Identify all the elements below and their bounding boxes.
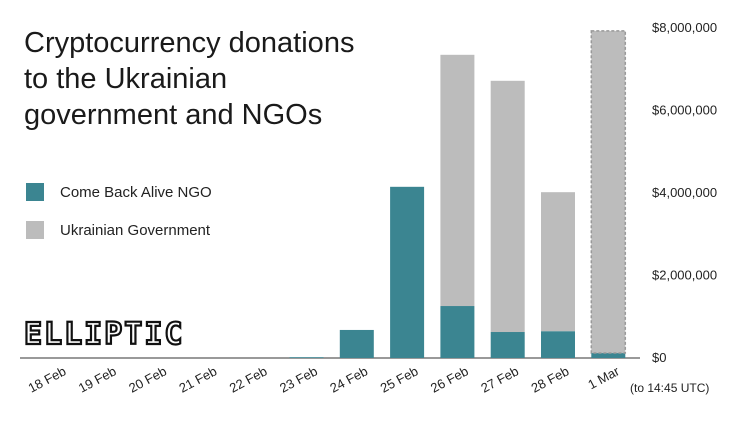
legend-label: Come Back Alive NGO <box>60 184 212 201</box>
y-tick-label: $4,000,000 <box>652 185 717 200</box>
x-tick-label: 25 Feb <box>378 363 421 395</box>
bar-segment <box>440 306 475 358</box>
y-tick-label: $0 <box>652 350 666 365</box>
y-tick-label: $6,000,000 <box>652 103 717 118</box>
x-tick-label: 19 Feb <box>76 363 119 395</box>
bar-segment <box>541 192 575 332</box>
chart-title: to the Ukrainian <box>24 63 227 95</box>
bar-segment <box>390 186 425 358</box>
y-tick-label: $8,000,000 <box>652 20 717 35</box>
legend-swatch <box>26 183 44 201</box>
x-tick-label: 20 Feb <box>126 363 169 395</box>
bar-segment <box>590 30 627 354</box>
legend-label: Ukrainian Government <box>60 222 211 239</box>
chart-title: Cryptocurrency donations <box>24 27 354 59</box>
x-tick-label: 24 Feb <box>327 363 370 395</box>
x-tick-label: 26 Feb <box>428 363 471 395</box>
bar-segment <box>289 357 324 358</box>
x-tick-label: 23 Feb <box>277 363 320 395</box>
legend-swatch <box>26 221 44 239</box>
x-tick-label: 18 Feb <box>26 363 69 395</box>
x-tick-label: 21 Feb <box>177 363 220 395</box>
bar-segment <box>339 329 374 358</box>
bar-segment <box>591 353 626 358</box>
x-tick-label: 1 Mar <box>585 363 622 392</box>
x-tick-label: 28 Feb <box>529 363 572 395</box>
bar-segment <box>490 332 525 358</box>
bar-segment <box>440 54 475 307</box>
chart-title: government and NGOs <box>24 99 322 131</box>
x-tick-label: 22 Feb <box>227 363 270 395</box>
annotation: (to 14:45 UTC) <box>630 381 709 395</box>
y-tick-label: $2,000,000 <box>652 268 717 283</box>
bar-segment <box>541 331 575 358</box>
logo: ELLIPTIC <box>24 317 185 352</box>
bar-segment <box>490 80 525 333</box>
x-tick-label: 27 Feb <box>478 363 521 395</box>
